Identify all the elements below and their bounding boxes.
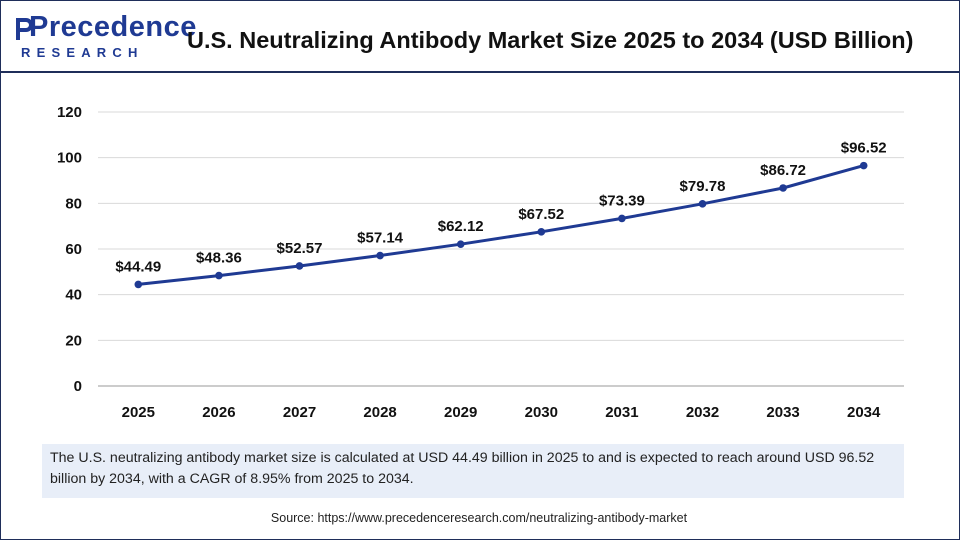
data-point bbox=[376, 251, 384, 260]
y-axis: 0 20 40 60 80 100 120 bbox=[57, 104, 82, 395]
data-point bbox=[134, 280, 143, 289]
y-tick-label: 60 bbox=[65, 241, 82, 258]
x-tick-label: 2033 bbox=[766, 404, 799, 421]
x-tick-label: 2028 bbox=[363, 404, 396, 421]
x-tick-label: 2027 bbox=[283, 404, 316, 421]
x-tick-label: 2026 bbox=[202, 404, 235, 421]
series-line bbox=[138, 164, 865, 286]
data-label: $62.12 bbox=[438, 218, 484, 235]
logo-wordmark: Precedence bbox=[29, 11, 197, 43]
data-point bbox=[456, 240, 465, 248]
data-label: $96.52 bbox=[841, 140, 887, 157]
data-point bbox=[618, 214, 626, 223]
y-tick-label: 40 bbox=[65, 287, 82, 304]
x-tick-label: 2029 bbox=[444, 404, 477, 421]
data-label: $52.57 bbox=[277, 240, 323, 257]
brand-logo: Precedence RESEARCH bbox=[15, 11, 196, 63]
summary-caption: The U.S. neutralizing antibody market si… bbox=[42, 444, 904, 498]
x-tick-label: 2025 bbox=[122, 404, 155, 421]
data-label: $67.52 bbox=[518, 206, 564, 223]
x-tick-label: 2030 bbox=[525, 404, 558, 421]
logo-subtitle: RESEARCH bbox=[21, 45, 144, 60]
data-label: $79.78 bbox=[680, 178, 726, 195]
data-label: $48.36 bbox=[196, 250, 242, 267]
x-tick-label: 2032 bbox=[686, 404, 719, 421]
data-point bbox=[537, 228, 546, 236]
y-tick-label: 80 bbox=[65, 195, 82, 212]
header: Precedence RESEARCH U.S. Neutralizing An… bbox=[1, 1, 959, 71]
data-point bbox=[295, 262, 304, 270]
data-label: $44.49 bbox=[115, 258, 161, 275]
x-axis: 2025 2026 2027 2028 2029 2030 2031 2032 2033 2034 bbox=[98, 385, 904, 421]
data-label: $86.72 bbox=[760, 162, 806, 179]
gridlines bbox=[98, 111, 904, 341]
source-note: Source: https://www.precedenceresearch.c… bbox=[270, 511, 688, 525]
y-tick-label: 20 bbox=[65, 332, 82, 349]
page-title: U.S. Neutralizing Antibody Market Size 2… bbox=[187, 27, 914, 53]
y-tick-label: 0 bbox=[74, 378, 82, 395]
y-tick-label: 120 bbox=[57, 104, 82, 121]
logo-mark-icon bbox=[16, 18, 33, 40]
line-chart: 0 20 40 60 80 100 120 2025 2026 2027 2028 2029 2030… bbox=[57, 104, 904, 421]
data-point bbox=[859, 161, 868, 170]
data-point bbox=[215, 271, 223, 280]
y-tick-label: 100 bbox=[57, 150, 82, 167]
header-divider bbox=[1, 71, 959, 73]
data-label: $57.14 bbox=[357, 230, 404, 247]
series-market-size: $44.49 $48.36 $52.57 $57.14 $62.12 $67.52 $73.… bbox=[115, 140, 887, 289]
x-tick-label: 2031 bbox=[605, 404, 638, 421]
data-point bbox=[698, 200, 707, 208]
data-point bbox=[779, 184, 787, 192]
x-tick-label: 2034 bbox=[847, 404, 881, 421]
data-label: $73.39 bbox=[599, 192, 645, 209]
